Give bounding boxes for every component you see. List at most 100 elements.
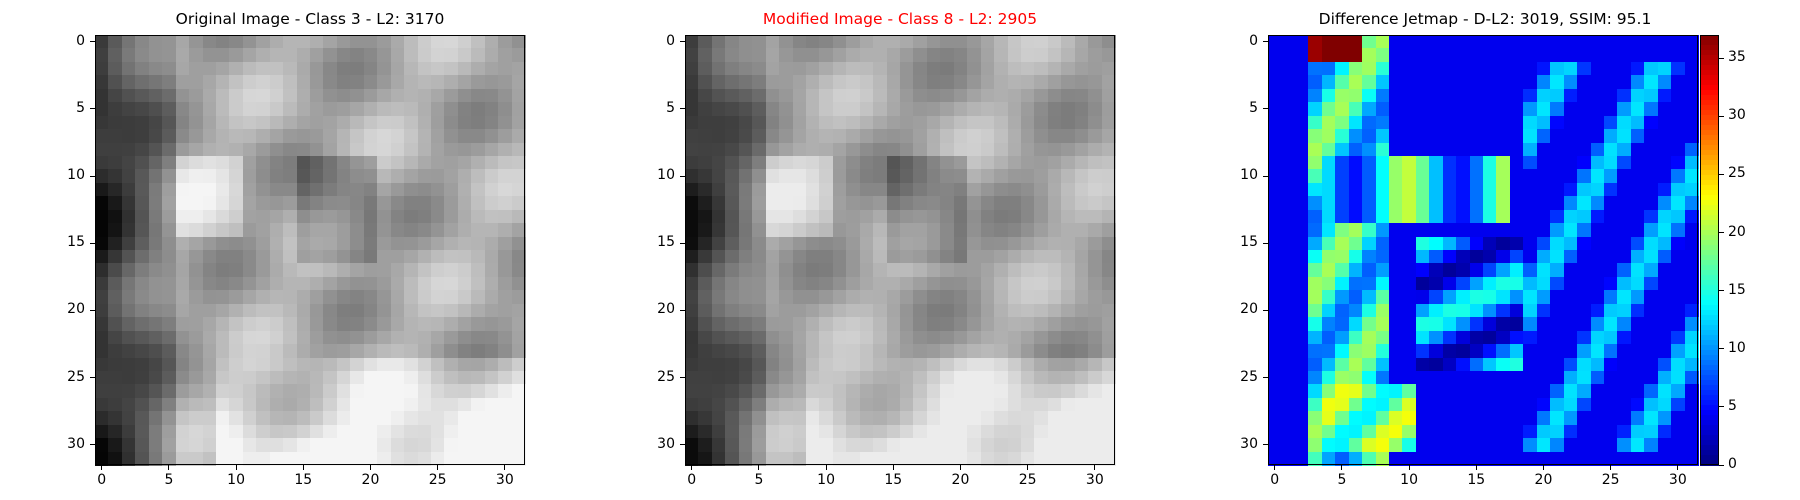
image-pixel	[229, 223, 244, 238]
image-pixel	[484, 196, 499, 211]
y-tick-label: 10	[67, 167, 85, 184]
x-tick-label: 25	[1601, 472, 1620, 488]
y-tick-mark	[90, 108, 95, 110]
image-pixel	[417, 102, 432, 117]
image-pixel	[229, 303, 244, 318]
image-pixel	[202, 102, 217, 117]
image-pixel	[390, 196, 405, 211]
x-tick-mark	[1274, 465, 1276, 470]
image-pixel	[404, 209, 419, 224]
image-pixel	[121, 276, 136, 291]
image-pixel	[229, 290, 244, 305]
image-pixel	[310, 169, 325, 184]
image-pixel	[471, 303, 486, 318]
image-pixel	[471, 290, 486, 305]
image-pixel	[242, 75, 257, 90]
image-pixel	[457, 115, 472, 130]
image-pixel	[269, 223, 284, 238]
image-pixel	[498, 35, 513, 50]
image-pixel	[256, 303, 271, 318]
image-pixel	[229, 142, 244, 157]
image-pixel	[498, 88, 513, 103]
image-pixel	[457, 88, 472, 103]
image-pixel	[404, 155, 419, 170]
y-tick-mark	[680, 444, 685, 446]
image-pixel	[511, 290, 526, 305]
image-pixel	[121, 169, 136, 184]
image-pixel	[175, 303, 190, 318]
image-pixel	[296, 223, 311, 238]
image-pixel	[323, 129, 338, 144]
image-pixel	[444, 48, 459, 63]
x-tick-label: 25	[428, 472, 447, 488]
image-pixel	[283, 61, 298, 76]
image-pixel	[350, 169, 365, 184]
image-pixel	[283, 263, 298, 278]
image-pixel	[242, 102, 257, 117]
x-tick-mark	[1542, 465, 1544, 470]
image-pixel	[202, 142, 217, 157]
image-pixel	[336, 290, 351, 305]
image-pixel	[484, 75, 499, 90]
image-pixel	[162, 263, 177, 278]
image-pixel	[336, 48, 351, 63]
image-pixel	[189, 236, 204, 251]
y-tick-label: 20	[657, 301, 675, 318]
image-pixel	[108, 209, 123, 224]
image-pixel	[108, 155, 123, 170]
image-pixel	[310, 250, 325, 265]
image-pixel	[148, 35, 163, 50]
y-tick-mark	[90, 242, 95, 244]
x-tick-label: 15	[1467, 472, 1486, 488]
y-tick-label: 25	[657, 368, 675, 385]
image-pixel	[229, 88, 244, 103]
image-pixel	[162, 196, 177, 211]
image-pixel	[215, 223, 230, 238]
x-tick-mark	[1677, 465, 1679, 470]
image-pixel	[215, 155, 230, 170]
image-pixel	[215, 303, 230, 318]
image-pixel	[310, 61, 325, 76]
image-pixel	[417, 223, 432, 238]
image-pixel	[363, 196, 378, 211]
x-tick-mark	[101, 465, 103, 470]
image-pixel	[296, 35, 311, 50]
image-pixel	[457, 303, 472, 318]
image-pixel	[444, 61, 459, 76]
image-pixel	[336, 196, 351, 211]
image-pixel	[108, 48, 123, 63]
image-pixel	[242, 129, 257, 144]
image-pixel	[283, 303, 298, 318]
image-pixel	[484, 223, 499, 238]
image-pixel	[95, 88, 110, 103]
image-pixel	[175, 48, 190, 63]
image-pixel	[242, 48, 257, 63]
colorbar	[1700, 35, 1719, 465]
image-pixel	[350, 223, 365, 238]
image-pixel	[350, 182, 365, 197]
image-pixel	[350, 263, 365, 278]
image-pixel	[484, 35, 499, 50]
image-pixel	[390, 223, 405, 238]
x-tick-mark	[1610, 465, 1612, 470]
image-pixel	[215, 182, 230, 197]
image-pixel	[162, 142, 177, 157]
image-pixel	[511, 155, 526, 170]
image-pixel	[430, 263, 445, 278]
image-pixel	[484, 209, 499, 224]
axes-frame	[685, 35, 1115, 465]
image-pixel	[471, 35, 486, 50]
image-pixel	[108, 102, 123, 117]
image-pixel	[430, 236, 445, 251]
image-pixel	[511, 276, 526, 291]
image-pixel	[162, 303, 177, 318]
image-pixel	[336, 236, 351, 251]
image-pixel	[215, 35, 230, 50]
image-pixel	[377, 75, 392, 90]
image-pixel	[363, 115, 378, 130]
image-pixel	[242, 196, 257, 211]
image-pixel	[202, 209, 217, 224]
image-pixel	[350, 88, 365, 103]
image-pixel	[336, 155, 351, 170]
image-pixel	[498, 290, 513, 305]
